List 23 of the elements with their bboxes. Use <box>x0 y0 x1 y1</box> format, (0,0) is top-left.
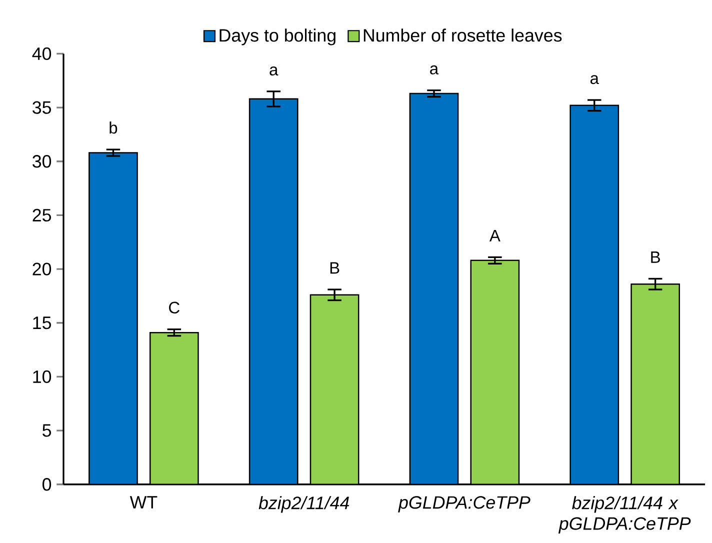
annotation: A <box>489 230 500 242</box>
y-tick-label: 30 <box>32 155 52 168</box>
annotation: B <box>330 262 340 274</box>
x-tick-label: pGLDPA:CeTPP <box>398 496 530 512</box>
annotation: C <box>169 302 180 314</box>
y-tick-label: 25 <box>32 208 51 222</box>
x-tick-label: bzip2/11/44 <box>258 496 349 513</box>
y-tick-label: 5 <box>42 424 52 437</box>
annotation: a <box>590 75 599 84</box>
x-tick-label: bzip2/11/44 x pGLDPA:CeTPP <box>558 496 691 534</box>
y-tick-label: 20 <box>32 262 52 276</box>
y-tick-label: 35 <box>32 101 51 114</box>
legend-label: Days to bolting <box>220 28 336 46</box>
y-tick-label: 0 <box>42 478 52 491</box>
legend-label: Number of rosette leaves <box>364 28 562 42</box>
y-tick-label: 10 <box>33 370 52 384</box>
annotation: a <box>270 66 278 76</box>
annotation: B <box>651 251 660 263</box>
annotation: a <box>430 65 439 74</box>
y-tick-label: 40 <box>32 47 52 60</box>
y-tick-label: 15 <box>33 316 51 330</box>
annotation: b <box>110 122 118 134</box>
x-tick-label: WT <box>130 496 158 508</box>
